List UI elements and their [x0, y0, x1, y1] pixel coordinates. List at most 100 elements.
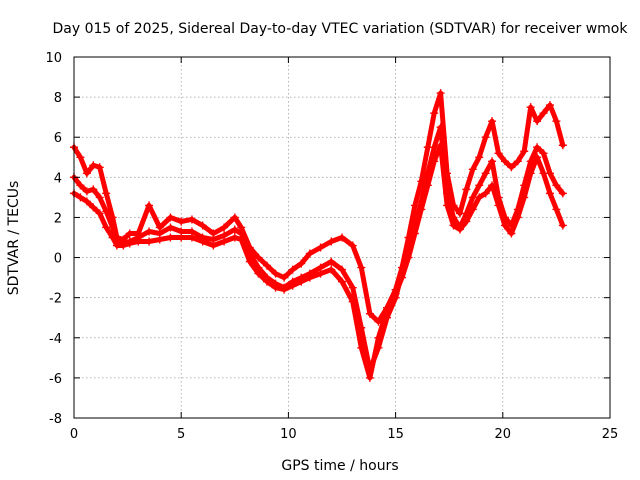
- data-point-marker: [271, 283, 280, 292]
- data-point-marker: [488, 157, 497, 166]
- y-tick-label: -8: [49, 412, 62, 427]
- data-point-marker: [237, 235, 246, 244]
- y-tick-label: -2: [49, 292, 62, 307]
- data-point-marker: [297, 259, 306, 268]
- data-point-marker: [95, 193, 104, 202]
- chart-title: Day 015 of 2025, Sidereal Day-to-day VTE…: [53, 21, 629, 37]
- data-point-marker: [423, 181, 432, 190]
- series-path: [71, 124, 566, 373]
- data-point-marker: [520, 193, 529, 202]
- data-point-marker: [455, 225, 464, 234]
- data-point-marker: [198, 237, 207, 246]
- data-point-marker: [209, 241, 218, 250]
- data-point-marker: [89, 161, 98, 170]
- data-point-marker: [475, 181, 484, 190]
- y-axis-label: SDTVAR / TECUs: [6, 181, 22, 296]
- data-point-marker: [198, 221, 207, 230]
- data-point-marker: [494, 149, 503, 158]
- data-point-marker: [533, 153, 542, 162]
- data-point-marker: [436, 89, 445, 98]
- y-tick-label: -4: [49, 332, 62, 347]
- data-point-marker: [220, 237, 229, 246]
- series-path: [71, 142, 566, 381]
- data-point-marker: [82, 169, 91, 178]
- data-point-marker: [316, 269, 325, 278]
- data-point-marker: [513, 157, 522, 166]
- data-point-marker: [357, 263, 366, 272]
- data-point-marker: [410, 229, 419, 238]
- data-point-marker: [430, 109, 439, 118]
- data-point-marker: [545, 189, 554, 198]
- data-point-marker: [288, 281, 297, 290]
- data-point-marker: [488, 181, 497, 190]
- data-point-marker: [305, 249, 314, 258]
- data-point-marker: [552, 181, 561, 190]
- y-tick-label: 8: [54, 91, 62, 106]
- data-point-marker: [262, 261, 271, 270]
- data-point-marker: [125, 229, 134, 238]
- data-point-marker: [410, 201, 419, 210]
- data-series: [70, 89, 567, 382]
- data-point-marker: [443, 201, 452, 210]
- data-point-marker: [134, 237, 143, 246]
- data-point-marker: [436, 141, 445, 150]
- data-point-marker: [357, 343, 366, 352]
- data-point-marker: [327, 237, 336, 246]
- data-point-marker: [76, 193, 85, 202]
- data-point-marker: [220, 223, 229, 232]
- data-point-marker: [462, 217, 471, 226]
- data-point-marker: [507, 229, 516, 238]
- data-point-marker: [552, 117, 561, 126]
- x-tick-labels: 0 5 10 15 20 25: [70, 427, 618, 442]
- data-point-marker: [230, 213, 239, 222]
- data-point-marker: [430, 157, 439, 166]
- data-point-marker: [95, 163, 104, 172]
- x-tick-label: 0: [70, 427, 78, 442]
- data-point-marker: [507, 163, 516, 172]
- data-point-marker: [398, 273, 407, 282]
- data-point-marker: [82, 187, 91, 196]
- data-point-marker: [494, 201, 503, 210]
- data-point-marker: [166, 233, 175, 242]
- data-point-marker: [102, 189, 111, 198]
- data-point-marker: [254, 269, 263, 278]
- data-point-marker: [436, 123, 445, 132]
- data-point-marker: [475, 193, 484, 202]
- data-point-marker: [89, 203, 98, 212]
- data-point-marker: [348, 283, 357, 292]
- data-point-marker: [102, 223, 111, 232]
- data-point-marker: [391, 289, 400, 298]
- data-point-marker: [520, 147, 529, 156]
- data-point-marker: [558, 141, 567, 150]
- x-axis-label: GPS time / hours: [281, 458, 398, 474]
- y-tick-label: 4: [54, 171, 62, 186]
- data-point-marker: [305, 273, 314, 282]
- data-point-marker: [230, 233, 239, 242]
- data-point-marker: [177, 233, 186, 242]
- axis-ticks: [73, 56, 611, 419]
- data-point-marker: [327, 257, 336, 266]
- data-point-marker: [288, 265, 297, 274]
- data-point-marker: [166, 223, 175, 232]
- data-point-marker: [539, 169, 548, 178]
- data-point-marker: [145, 227, 154, 236]
- data-point-marker: [245, 257, 254, 266]
- data-point-marker: [155, 235, 164, 244]
- data-point-marker: [533, 117, 542, 126]
- data-point-marker: [500, 157, 509, 166]
- data-point-marker: [468, 205, 477, 214]
- data-point-marker: [327, 265, 336, 274]
- data-point-marker: [365, 309, 374, 318]
- data-point-marker: [82, 197, 91, 206]
- data-point-marker: [145, 201, 154, 210]
- plot-frame: [73, 56, 611, 419]
- data-point-marker: [166, 213, 175, 222]
- data-point-marker: [481, 169, 490, 178]
- data-point-marker: [481, 133, 490, 142]
- data-point-marker: [533, 143, 542, 152]
- data-point-marker: [187, 215, 196, 224]
- data-point-marker: [539, 109, 548, 118]
- x-tick-label: 25: [602, 427, 619, 442]
- data-point-marker: [539, 149, 548, 158]
- y-tick-label: 0: [54, 252, 62, 267]
